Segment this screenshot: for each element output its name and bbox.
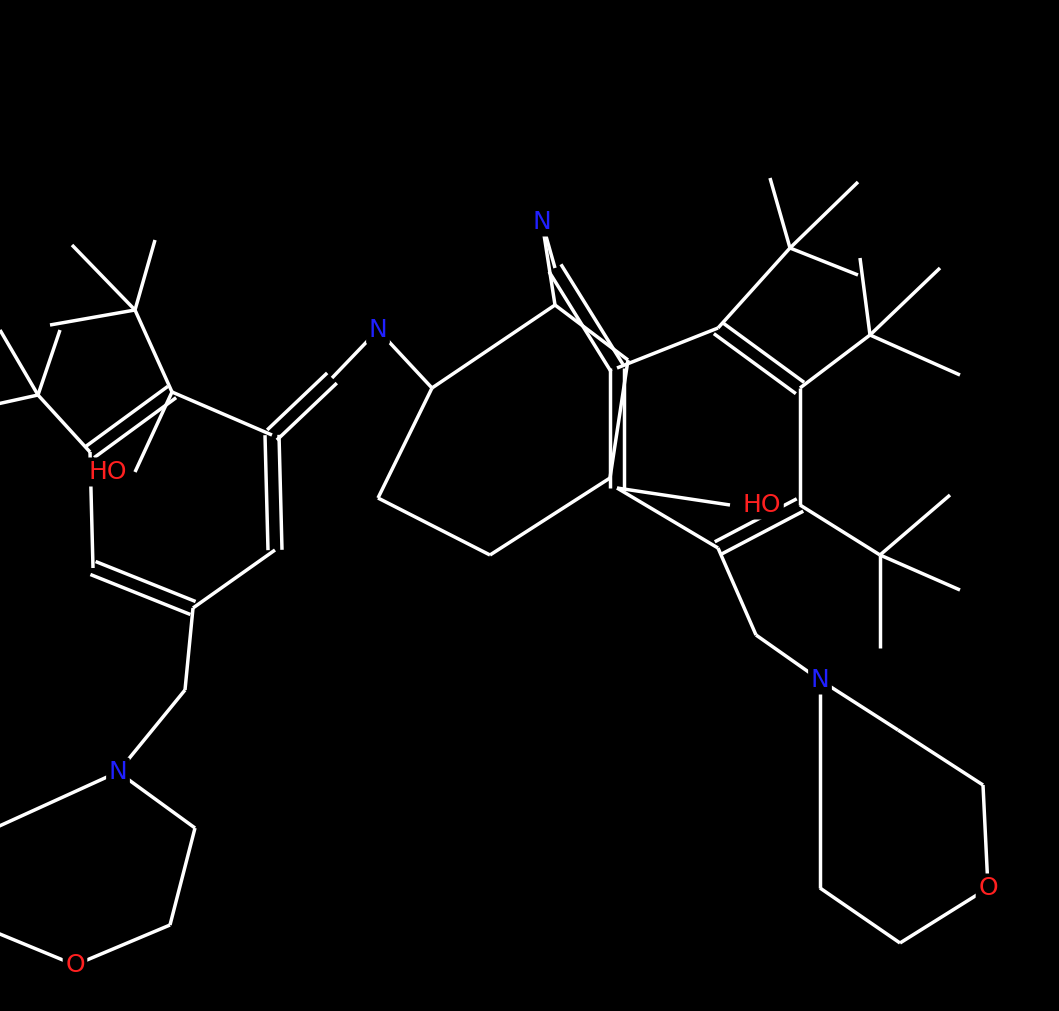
Text: N: N (109, 760, 127, 784)
Text: O: O (979, 876, 998, 900)
Text: O: O (66, 953, 85, 977)
Text: HO: HO (742, 493, 782, 517)
Text: N: N (810, 668, 829, 692)
Text: N: N (369, 318, 388, 342)
Text: HO: HO (89, 460, 127, 484)
Text: N: N (533, 210, 552, 234)
